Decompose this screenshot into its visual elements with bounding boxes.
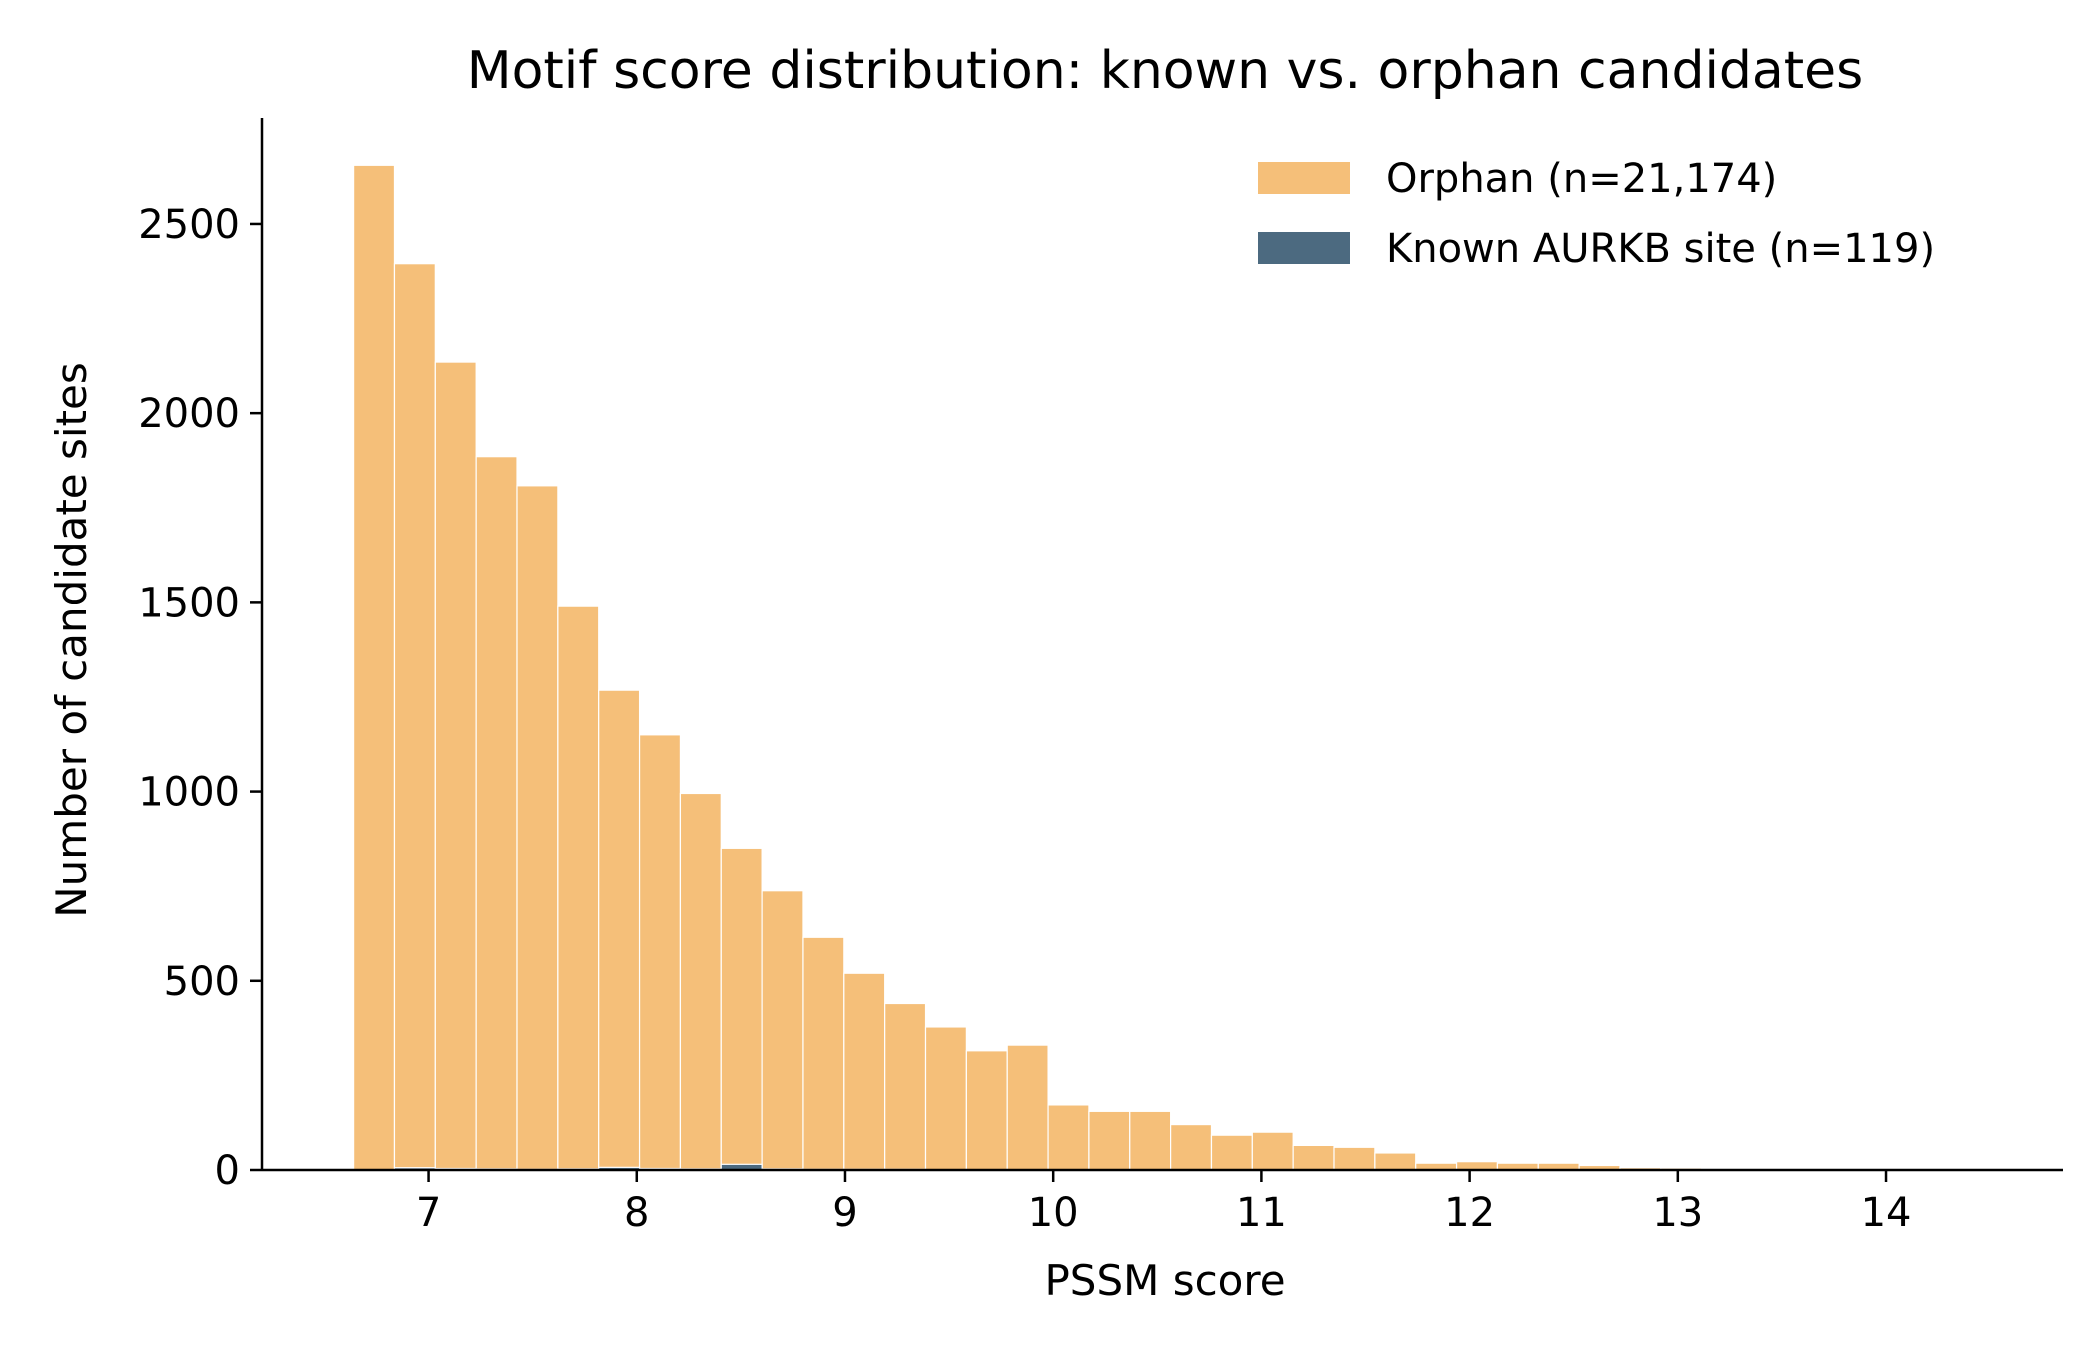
chart-title: Motif score distribution: known vs. orph… xyxy=(467,41,1864,101)
legend-item-known: Known AURKB site (n=119) xyxy=(1258,226,1935,272)
x-tick-label: 9 xyxy=(832,1190,857,1236)
x-tick-label: 7 xyxy=(416,1190,441,1236)
x-tick-label: 11 xyxy=(1236,1190,1287,1236)
orphan-bar xyxy=(1251,1131,1294,1171)
orphan-bar xyxy=(1210,1134,1253,1171)
orphan-bar xyxy=(720,847,763,1171)
orphan-bar xyxy=(1006,1044,1049,1171)
orphan-bar xyxy=(924,1026,967,1171)
legend-item-orphan: Orphan (n=21,174) xyxy=(1258,156,1777,202)
y-tick-label: 2500 xyxy=(138,202,240,248)
x-tick-label: 10 xyxy=(1028,1190,1079,1236)
x-axis-label: PSSM score xyxy=(1044,1256,1285,1305)
orphan-bar xyxy=(843,972,886,1171)
axes-group: 7 8 9 10 11 12 13 14 0 500 1000 1500 2000 2500 xyxy=(138,118,2063,1236)
y-tick-label: 2000 xyxy=(138,391,240,437)
orphan-bar xyxy=(1088,1110,1131,1171)
orphan-bar xyxy=(353,164,396,1171)
orphan-bar xyxy=(434,361,477,1171)
x-tick-label: 13 xyxy=(1652,1190,1703,1236)
orphan-bar xyxy=(516,485,559,1171)
legend: Orphan (n=21,174) Known AURKB site (n=119… xyxy=(1258,156,1935,272)
orphan-bar xyxy=(1047,1104,1090,1171)
orphan-bar xyxy=(1170,1123,1213,1171)
orphan-bar xyxy=(965,1050,1008,1171)
legend-swatch xyxy=(1258,232,1350,264)
orphan-bar xyxy=(884,1002,927,1171)
x-tick-label: 8 xyxy=(624,1190,649,1236)
y-tick-label: 500 xyxy=(164,959,240,1005)
orphan-bar xyxy=(1374,1152,1417,1171)
series-orphan xyxy=(353,164,2030,1171)
orphan-bar xyxy=(802,936,845,1171)
orphan-bar xyxy=(393,263,436,1171)
orphan-bar xyxy=(638,734,682,1171)
y-tick-label: 0 xyxy=(215,1148,240,1194)
x-tick-label: 14 xyxy=(1861,1190,1912,1236)
orphan-bar xyxy=(557,605,600,1171)
legend-swatch xyxy=(1258,162,1350,194)
y-tick-label: 1000 xyxy=(138,770,240,816)
x-tick-label: 12 xyxy=(1444,1190,1495,1236)
orphan-bar xyxy=(475,456,518,1171)
orphan-bar xyxy=(679,792,722,1171)
orphan-bar xyxy=(1333,1146,1376,1171)
legend-label: Known AURKB site (n=119) xyxy=(1386,226,1935,272)
orphan-bar xyxy=(598,689,641,1171)
orphan-bar xyxy=(1129,1110,1172,1171)
legend-label: Orphan (n=21,174) xyxy=(1386,156,1777,202)
orphan-bar xyxy=(761,890,804,1171)
bars-group xyxy=(353,164,2030,1171)
y-axis-label: Number of candidate sites xyxy=(47,362,96,917)
orphan-bar xyxy=(1292,1144,1335,1171)
y-tick-label: 1500 xyxy=(138,580,240,626)
